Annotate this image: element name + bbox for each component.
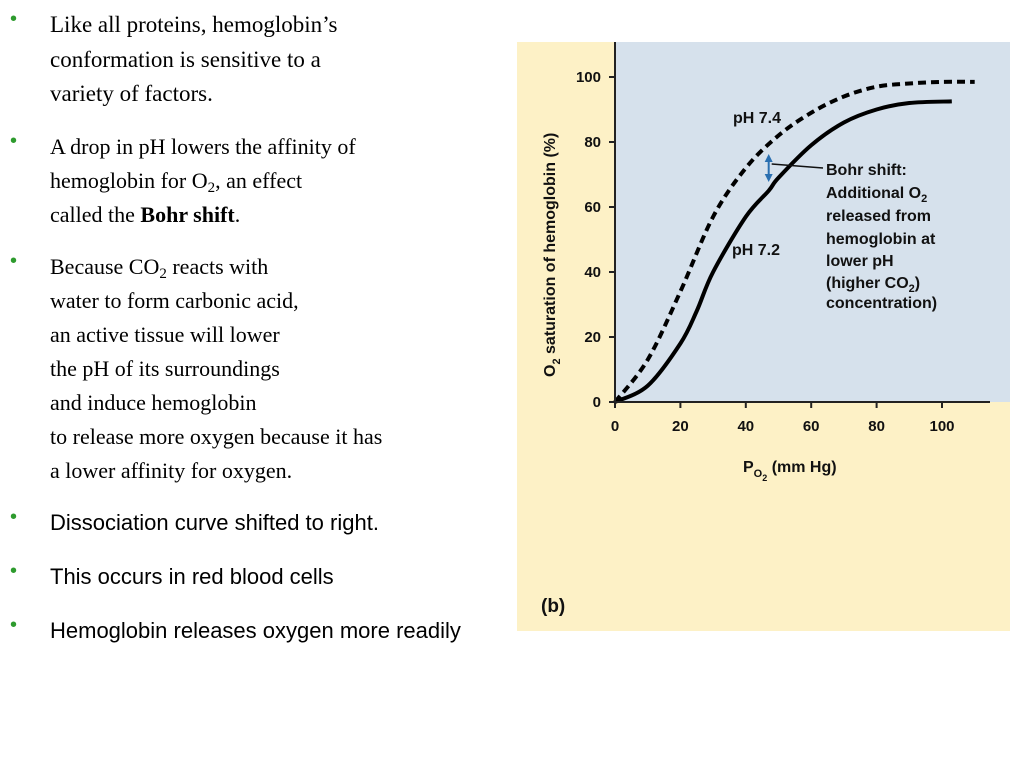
bullet-line: hemoglobin for O2, an effect — [50, 167, 303, 196]
bohr-leader-line — [771, 163, 824, 169]
bullet-item: • Hemoglobin releases oxygen more readil… — [10, 614, 505, 648]
bullet-item: • This occurs in red blood cells — [10, 560, 505, 594]
bullet-dot: • — [10, 613, 18, 636]
y-axis-label: O2 saturation of hemoglobin (%) — [542, 133, 563, 377]
bullet-line: variety of factors. — [50, 81, 213, 106]
bullet-line: water to form carbonic acid, — [50, 287, 299, 313]
y-tick-label: 40 — [584, 264, 601, 281]
bullet-item: • Because CO2 reacts with water to form … — [10, 250, 505, 488]
bullet-text: Hemoglobin releases oxygen more readily — [50, 617, 461, 643]
panel-label: (b) — [541, 596, 565, 617]
bohr-shift-term: Bohr shift — [140, 201, 235, 227]
bullet-line: the pH of its surroundings — [50, 355, 280, 381]
bullet-line: Because CO2 reacts with — [50, 253, 269, 282]
bullet-line: called the Bohr shift. — [50, 201, 241, 227]
ticks: 0 20 40 60 80 100 0 20 40 60 80 100 — [576, 69, 955, 435]
bullet-dot: • — [10, 559, 18, 582]
bohr-annotation: Bohr shift: Additional O2 released from … — [826, 162, 940, 312]
chart: 0 20 40 60 80 100 0 20 40 60 80 100 pH 7.4 pH 7.2 B… — [541, 42, 1010, 617]
bohr-arrow-head-down — [764, 174, 773, 182]
x-axis-label: PO2 (mm Hg) — [743, 459, 837, 483]
bullet-line: a lower affinity for oxygen. — [50, 457, 293, 483]
bullet-item: • Like all proteins, hemoglobin’s confor… — [10, 8, 505, 112]
bohr-arrow — [764, 154, 824, 182]
bullet-item: • A drop in pH lowers the affinity of he… — [10, 130, 505, 232]
bullet-line: an active tissue will lower — [50, 321, 280, 347]
oxygen-dissociation-figure: 0 20 40 60 80 100 0 20 40 60 80 100 pH 7.4 pH 7.2 B… — [517, 42, 1010, 631]
series-label-ph74: pH 7.4 — [733, 110, 781, 127]
curve-ph74 — [613, 79, 975, 404]
bullet-line: A drop in pH lowers the affinity of — [50, 133, 356, 159]
bullet-dot: • — [10, 8, 18, 30]
bullet-line: and induce hemoglobin — [50, 389, 257, 415]
x-tick-label: 80 — [868, 418, 885, 435]
y-tick-label: 100 — [576, 69, 601, 86]
bullet-line: to release more oxygen because it has — [50, 423, 383, 449]
bohr-arrow-head-up — [764, 154, 773, 162]
y-tick-label: 0 — [593, 394, 601, 411]
x-tick-label: 0 — [611, 418, 619, 435]
bullet-dot: • — [10, 505, 18, 528]
bullet-list: • Like all proteins, hemoglobin’s confor… — [10, 8, 505, 648]
bullet-dot: • — [10, 249, 18, 272]
series-layer — [613, 79, 975, 404]
bullet-item: • Dissociation curve shifted to right. — [10, 506, 505, 540]
curve-ph72 — [614, 99, 952, 404]
bullet-line: conformation is sensitive to a — [50, 46, 321, 72]
bullet-dot: • — [10, 129, 18, 152]
x-tick-label: 40 — [737, 418, 754, 435]
bullet-text: Dissociation curve shifted to right. — [50, 509, 379, 535]
series-label-ph72: pH 7.2 — [732, 242, 780, 259]
x-tick-label: 60 — [803, 418, 820, 435]
y-tick-label: 20 — [584, 329, 601, 346]
x-tick-label: 20 — [672, 418, 689, 435]
bullet-text: This occurs in red blood cells — [50, 563, 334, 589]
y-tick-label: 60 — [584, 199, 601, 216]
plot-area — [615, 42, 1010, 402]
y-tick-label: 80 — [584, 134, 601, 151]
x-tick-label: 100 — [929, 418, 954, 435]
bullet-line: Like all proteins, hemoglobin’s — [50, 12, 338, 37]
